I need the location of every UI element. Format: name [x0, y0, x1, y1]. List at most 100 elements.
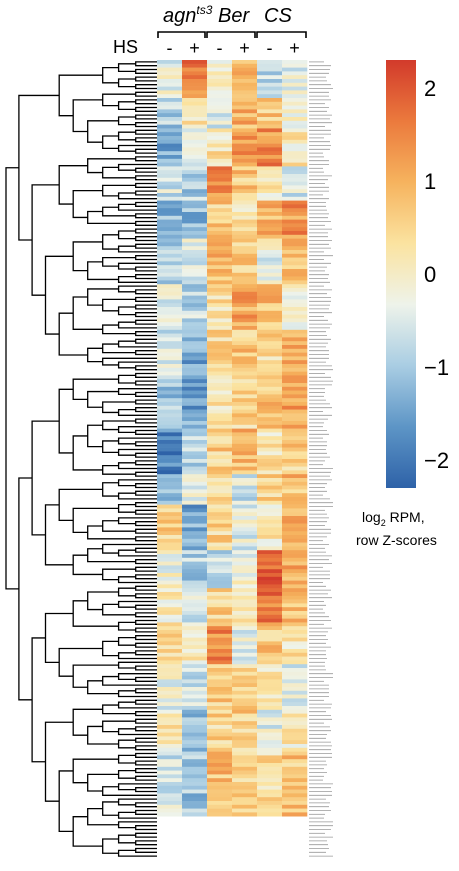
heatmap-cell — [257, 379, 283, 384]
heatmap-cell — [157, 683, 183, 688]
dendrogram-branch — [135, 509, 157, 515]
heatmap-cell — [232, 94, 258, 99]
column-label: - — [267, 38, 273, 58]
heatmap-cell — [182, 504, 208, 509]
heatmap-cell — [207, 136, 233, 141]
heatmap-cell — [207, 151, 233, 156]
heatmap-cell — [207, 284, 233, 289]
heatmap-cell — [157, 261, 183, 266]
heatmap-cell — [257, 500, 283, 505]
dendrogram-branch — [135, 612, 157, 618]
heatmap-cell — [257, 284, 283, 289]
heatmap-cell — [182, 90, 208, 95]
heatmap-cell — [257, 143, 283, 148]
dendrogram-branch — [117, 661, 157, 669]
dendrogram-branch — [72, 378, 119, 401]
heatmap-cell — [257, 622, 283, 627]
heatmap-cell — [207, 614, 233, 619]
heatmap-cell — [157, 67, 183, 72]
heatmap-cell — [232, 584, 258, 589]
heatmap-cell — [157, 504, 183, 509]
heatmap-cell — [182, 565, 208, 570]
heatmap-cell — [232, 105, 258, 110]
dendrogram-branch — [117, 163, 157, 171]
heatmap-cell — [282, 683, 308, 688]
heatmap-cell — [207, 219, 233, 224]
heatmap-cell — [232, 280, 258, 285]
heatmap-cell — [232, 215, 258, 220]
heatmap-cell — [232, 67, 258, 72]
dendrogram-branch — [135, 114, 157, 120]
heatmap-cell — [282, 170, 308, 175]
heatmap-cell — [282, 592, 308, 597]
heatmap-cell — [207, 459, 233, 464]
dendrogram-branch — [117, 636, 136, 646]
dendrogram-branch — [117, 517, 157, 525]
heatmap-cell — [257, 261, 283, 266]
dendrogram-branch — [117, 361, 157, 369]
heatmap-cell — [232, 310, 258, 315]
heatmap-cell — [207, 645, 233, 650]
heatmap-cell — [157, 402, 183, 407]
heatmap-cell — [282, 405, 308, 410]
heatmap-cell — [232, 151, 258, 156]
heatmap-cell — [182, 120, 208, 125]
heatmap-cell — [182, 326, 208, 331]
dendrogram-branch — [117, 503, 136, 513]
heatmap-cell — [157, 565, 183, 570]
heatmap-cell — [257, 364, 283, 369]
heatmap-cell — [257, 709, 283, 714]
dendrogram-branch — [117, 821, 157, 829]
heatmap-cell — [182, 687, 208, 692]
heatmap-cell — [257, 280, 283, 285]
heatmap-cell — [257, 272, 283, 277]
heatmap-cell — [182, 755, 208, 760]
heatmap-cell — [232, 770, 258, 775]
heatmap-cell — [182, 626, 208, 631]
heatmap-cell — [182, 599, 208, 604]
heatmap-cell — [207, 177, 233, 182]
heatmap-cell — [282, 671, 308, 676]
group-brackets — [157, 31, 307, 38]
heatmap-cell — [157, 174, 183, 179]
dendrogram-branch — [135, 407, 157, 413]
heatmap-cell — [157, 200, 183, 205]
heatmap-cell — [257, 227, 283, 232]
heatmap-cell — [157, 440, 183, 445]
heatmap-cell — [257, 782, 283, 787]
heatmap-cell — [257, 326, 283, 331]
heatmap-cell — [157, 432, 183, 437]
heatmap-cell — [232, 170, 258, 175]
heatmap-cell — [257, 493, 283, 498]
heatmap-cell — [282, 181, 308, 186]
dendrogram-branch — [135, 775, 157, 781]
heatmap-cell — [157, 212, 183, 217]
heatmap-cell — [182, 299, 208, 304]
heatmap-cell — [157, 143, 183, 148]
heatmap-cell — [257, 105, 283, 110]
heatmap-cell — [207, 181, 233, 186]
heatmap-cell — [182, 588, 208, 593]
heatmap-cell — [282, 774, 308, 779]
heatmap-cell — [282, 253, 308, 258]
heatmap-cell — [182, 770, 208, 775]
heatmap-cell — [157, 713, 183, 718]
heatmap-cell — [182, 740, 208, 745]
heatmap-cell — [232, 432, 258, 437]
heatmap-cell — [207, 124, 233, 129]
heatmap-cell — [157, 333, 183, 338]
heatmap-cell — [257, 668, 283, 673]
heatmap-cell — [282, 462, 308, 467]
colorbar-label-line1: log2 RPM, — [362, 509, 425, 528]
heatmap-cell — [232, 63, 258, 68]
heatmap-cell — [257, 626, 283, 631]
heatmap-cell — [232, 128, 258, 133]
heatmap-cell — [182, 82, 208, 87]
heatmap-cell — [257, 250, 283, 255]
heatmap-cell — [282, 326, 308, 331]
heatmap-cell — [257, 451, 283, 456]
heatmap-cell — [282, 98, 308, 103]
dendrogram-branch — [5, 167, 19, 590]
heatmap-cell — [157, 345, 183, 350]
heatmap-cell — [182, 573, 208, 578]
